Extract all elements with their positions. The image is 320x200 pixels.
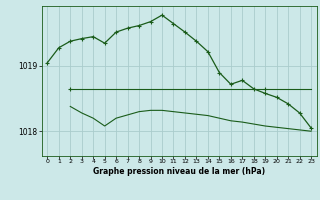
X-axis label: Graphe pression niveau de la mer (hPa): Graphe pression niveau de la mer (hPa) (93, 167, 265, 176)
